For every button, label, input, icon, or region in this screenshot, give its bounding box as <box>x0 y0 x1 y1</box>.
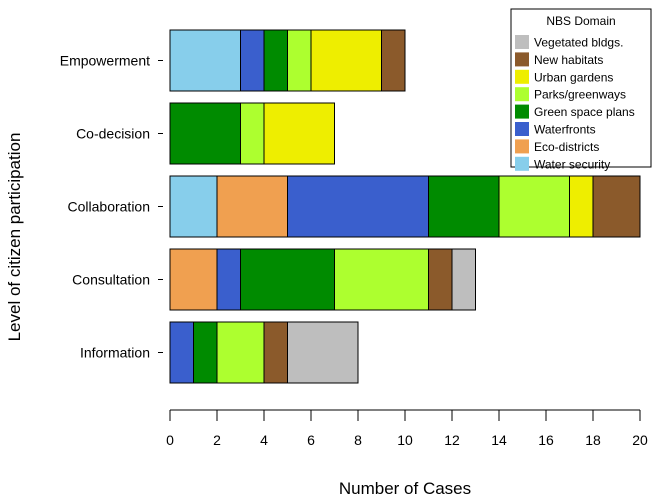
bar-segment <box>216 248 241 311</box>
x-tick-label: 14 <box>491 432 507 448</box>
legend-swatch <box>515 104 529 119</box>
x-tick-label: 16 <box>538 432 554 448</box>
legend-label: Eco-districts <box>534 140 599 154</box>
bar-segment <box>287 175 429 238</box>
x-tick-label: 12 <box>444 432 460 448</box>
bar-segment <box>169 29 241 92</box>
bar-segment <box>240 102 265 165</box>
y-tick-label: Collaboration <box>68 199 151 215</box>
legend-items: Vegetated bldgs. New habitats Urban garden… <box>515 35 635 171</box>
x-axis: 0 2 4 6 8 10 12 14 16 18 20 <box>166 409 648 448</box>
y-axis-labels: Empowerment Co-decision Collaboration Consu… <box>60 53 163 361</box>
y-tick-label: Information <box>80 345 150 361</box>
legend-title: NBS Domain <box>546 14 615 28</box>
bar-segment <box>569 175 594 238</box>
bar-segment <box>263 102 335 165</box>
legend-swatch <box>515 69 529 84</box>
y-tick-label: Consultation <box>72 272 150 288</box>
bar-segment <box>240 29 265 92</box>
y-tick-label: Empowerment <box>60 53 150 69</box>
y-axis-title: Level of citizen participation <box>5 133 24 342</box>
legend-swatch <box>515 87 529 102</box>
bar-segment <box>169 321 194 384</box>
legend-swatch <box>515 35 529 49</box>
bar-segment <box>428 248 453 311</box>
bar-segment <box>169 248 218 311</box>
x-tick-label: 8 <box>354 432 362 448</box>
legend: NBS Domain Vegetated bldgs. New habitats U… <box>510 8 652 171</box>
x-tick-label: 18 <box>585 432 601 448</box>
bar-segment <box>310 29 382 92</box>
x-tick-label: 10 <box>397 432 413 448</box>
bar-segment <box>263 321 288 384</box>
legend-label: New habitats <box>534 53 603 67</box>
y-tick-label: Co-decision <box>76 126 150 142</box>
bars-group <box>169 29 641 384</box>
bar-segment <box>381 29 406 92</box>
x-tick-label: 0 <box>166 432 174 448</box>
x-tick-label: 2 <box>213 432 221 448</box>
bar-segment <box>169 102 241 165</box>
bar-segment <box>263 29 288 92</box>
bar-segment <box>240 248 335 311</box>
bar-segment <box>428 175 500 238</box>
legend-label: Green space plans <box>534 105 635 119</box>
x-axis-title: Number of Cases <box>339 479 471 498</box>
legend-label: Parks/greenways <box>534 88 626 102</box>
legend-swatch <box>515 52 529 67</box>
bar-segment <box>169 175 218 238</box>
bar-segment <box>287 321 359 384</box>
legend-label: Vegetated bldgs. <box>534 36 623 50</box>
bar-segment <box>216 175 288 238</box>
bar-segment <box>592 175 641 238</box>
legend-label: Waterfronts <box>534 123 596 137</box>
legend-swatch <box>515 156 529 171</box>
legend-box <box>510 8 652 168</box>
bar-segment <box>287 29 312 92</box>
legend-swatch <box>515 122 529 136</box>
legend-label: Urban gardens <box>534 70 613 84</box>
bar-segment <box>451 248 476 311</box>
x-tick-label: 6 <box>307 432 315 448</box>
bar-segment <box>498 175 570 238</box>
legend-label: Water security <box>534 157 610 171</box>
bar-segment <box>216 321 265 384</box>
x-tick-label: 4 <box>260 432 268 448</box>
bar-segment <box>193 321 218 384</box>
legend-swatch <box>515 139 529 154</box>
bar-segment <box>334 248 429 311</box>
x-tick-label: 20 <box>632 432 648 448</box>
